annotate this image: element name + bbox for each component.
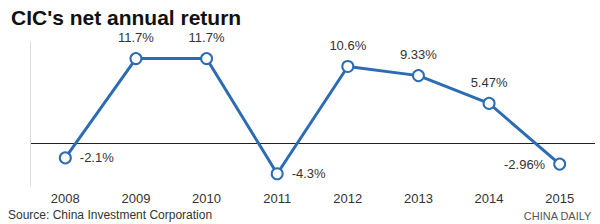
svg-text:-4.3%: -4.3% <box>292 166 326 181</box>
svg-text:5.47%: 5.47% <box>471 75 508 90</box>
svg-text:-2.1%: -2.1% <box>80 150 114 165</box>
svg-text:2011: 2011 <box>263 191 291 206</box>
svg-text:2015: 2015 <box>545 191 574 206</box>
svg-text:2014: 2014 <box>475 191 504 206</box>
svg-text:11.7%: 11.7% <box>189 30 225 45</box>
svg-text:2013: 2013 <box>404 191 433 206</box>
svg-text:9.33%: 9.33% <box>400 47 437 62</box>
svg-text:2008: 2008 <box>51 191 80 206</box>
svg-text:2012: 2012 <box>333 191 362 206</box>
svg-text:-2.96%: -2.96% <box>504 157 546 172</box>
svg-text:2009: 2009 <box>121 191 150 206</box>
svg-text:10.6%: 10.6% <box>329 38 366 53</box>
svg-text:11.7%: 11.7% <box>118 30 154 45</box>
svg-text:Source: China Investment Corpo: Source: China Investment Corporation <box>8 208 212 222</box>
svg-text:CHINA DAILY: CHINA DAILY <box>524 210 592 222</box>
svg-text:CIC's net annual return: CIC's net annual return <box>11 6 241 29</box>
svg-text:2010: 2010 <box>192 191 221 206</box>
